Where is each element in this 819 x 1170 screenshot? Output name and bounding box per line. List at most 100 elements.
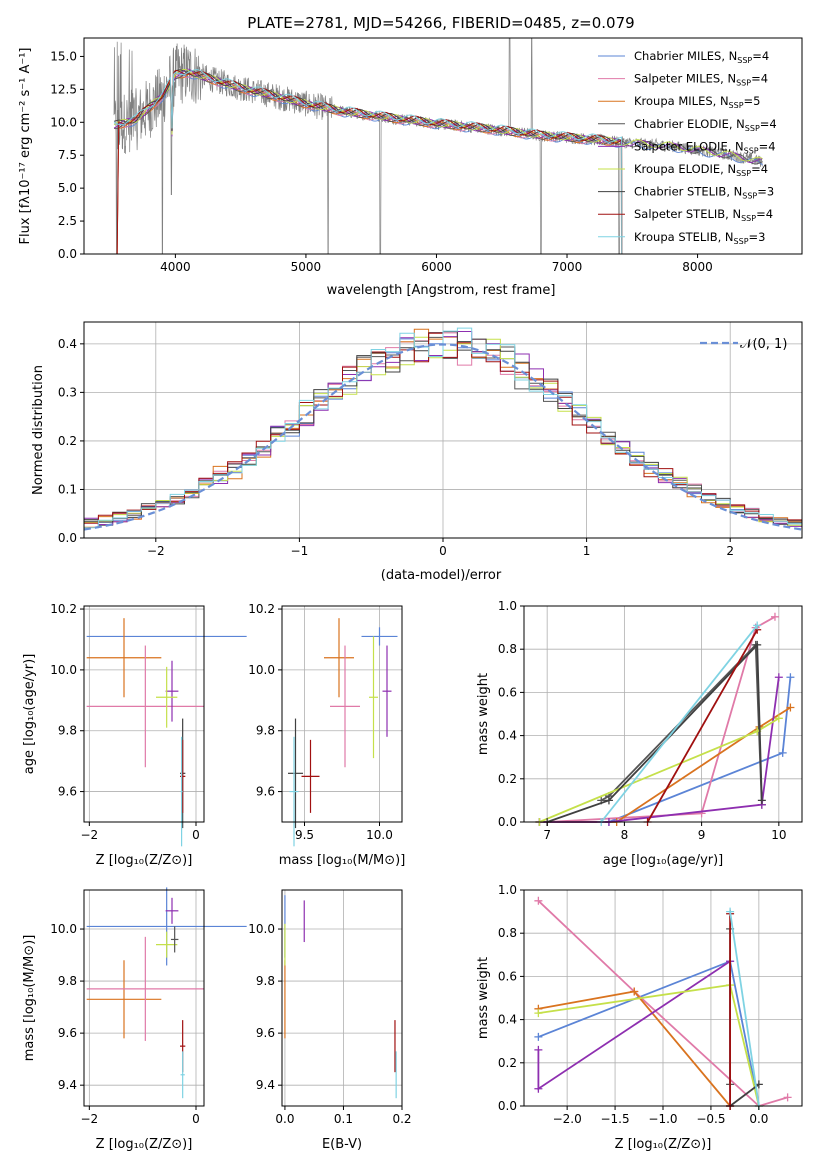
age_vs_mass-frame (281, 605, 403, 823)
spectrum-data-line (113, 38, 763, 254)
weight_vs_Z-line-kroupa_stelib (729, 911, 760, 1107)
age_vs_mass-axes: 9.5 10.0 9.6 9.8 10.0 10.2 (248, 602, 403, 847)
weight_vs_age-marker-chabrier_stelib (604, 796, 613, 805)
spectrum-lines (113, 38, 763, 254)
spectrum-axes: 4000 5000 6000 7000 8000 0.0 2.5 5.0 7.5 10.0 12.5… (50, 37, 803, 274)
age_vs_mass-ytick-label: 9.6 (256, 785, 275, 799)
weight_vs_Z-marker-salpeter_miles (783, 1093, 792, 1102)
mass_vs_ebv-axes: 0.0 0.1 0.2 9.4 9.6 9.8 10.0 (248, 889, 412, 1126)
legend-label-tail: =4 (759, 139, 776, 153)
weight_vs_age-line-kroupa_stelib (600, 624, 758, 823)
legend-label-tail: =3 (749, 230, 766, 244)
legend-label-chabrier_stelib: Chabrier STELIB, NSSP=3 (634, 185, 774, 201)
legend-label-text: Chabrier STELIB, N (634, 185, 742, 199)
spectrum-ytick-label: 12.5 (50, 82, 77, 96)
legend-label-sub: SSP (744, 146, 759, 155)
weight_vs_Z-marker-chabrier_miles (534, 1032, 543, 1041)
spectrum-xtick-label: 7000 (552, 260, 583, 274)
weight_vs_age-line-salpeter_miles (547, 616, 776, 823)
histogram-xtick-label: −1 (291, 544, 309, 558)
histogram-legend-label: 𝒩(0, 1) (740, 337, 787, 352)
histogram-ytick-label: 0.2 (58, 434, 77, 448)
mass_vs_ebv-xtick-label: 0.1 (334, 1112, 353, 1126)
weight_vs_Z-line-chabrier_miles (538, 960, 760, 1107)
weight_vs_age-line-chabrier_stelib (546, 642, 763, 823)
spectrum-ytick-label: 15.0 (50, 49, 77, 63)
weight_vs_age-line-salpeter_stelib (646, 629, 758, 823)
mass_vs_Z-xlabel: Z [log₁₀(Z/Z⊙)] (96, 1137, 193, 1152)
spectrum-xlabel: wavelength [Angstrom, rest frame] (327, 283, 556, 298)
mass_vs_Z-grid (84, 890, 204, 1106)
legend-label-text: Salpeter ELODIE, N (634, 139, 744, 153)
age_vs_mass-ytick-label: 9.8 (256, 724, 275, 738)
weight_vs_age-xtick-label: 8 (621, 828, 629, 842)
mass_vs_ebv-grid (282, 890, 403, 1106)
weight_vs_age-line-chabrier_miles (539, 677, 792, 823)
weight_vs_Z-marker-salpeter_elodie (534, 1084, 543, 1093)
age_vs_Z-ytick-label: 9.6 (58, 785, 77, 799)
age_vs_Z-errorbars (86, 618, 247, 847)
weight_vs_Z-xtick-label: −1.5 (600, 1112, 629, 1126)
weight_vs_age-grid (524, 605, 802, 823)
legend-label-text: Kroupa MILES, N (634, 94, 729, 108)
weight_vs_age-marker-chabrier_stelib (757, 796, 766, 805)
weight_vs_Z-marker-salpeter_miles (534, 896, 543, 905)
mass_vs_Z-frame (83, 889, 205, 1107)
spectrum-xtick-label: 4000 (160, 260, 191, 274)
legend-label-salpeter_elodie: Salpeter ELODIE, NSSP=4 (634, 139, 776, 155)
weight_vs_age-ytick-label: 0.2 (498, 772, 517, 786)
age_vs_mass-errorbars (288, 618, 398, 847)
spectrum-model-line-kroupa_stelib (113, 69, 623, 254)
weight_vs_age-marker-chabrier_miles (786, 673, 795, 682)
histogram-xtick-label: 0 (439, 544, 447, 558)
mass_vs_Z-xtick-label: −2 (80, 1112, 98, 1126)
weight_vs_age-xtick-label: 10 (771, 828, 786, 842)
histogram-steps (84, 327, 802, 531)
age_vs_Z-ytick-label: 10.2 (50, 602, 77, 616)
age_vs_Z-ylabel: age [log₁₀(age/yr)] (22, 654, 37, 775)
mass_vs_Z-ylabel: mass [log₁₀(M/M⊙)] (22, 935, 37, 1062)
weight_vs_age-ytick-label: 0.6 (498, 685, 517, 699)
legend-label-salpeter_miles: Salpeter MILES, NSSP=4 (634, 72, 768, 88)
legend-label-text: Kroupa ELODIE, N (634, 162, 736, 176)
weight_vs_Z-marker-kroupa_miles (630, 987, 639, 996)
weight_vs_Z-xtick-label: −2.0 (553, 1112, 582, 1126)
weight_vs_age-marker-chabrier_stelib (753, 640, 762, 649)
legend-label-text: Chabrier MILES, N (634, 49, 737, 63)
age_vs_Z-ytick-label: 10.0 (50, 663, 77, 677)
spectrum-model-line-kroupa_miles (114, 71, 623, 254)
legend-label-sub: SSP (736, 79, 751, 88)
legend-label-sub: SSP (729, 101, 744, 110)
age_vs_Z-frame (83, 605, 205, 823)
weight_vs_age-marker-salpeter_elodie (774, 673, 783, 682)
legend-label-text: Salpeter MILES, N (634, 72, 736, 86)
histogram-xtick-label: −2 (147, 544, 165, 558)
mass_vs_ebv-xlabel: E(B-V) (322, 1137, 362, 1152)
spectrum-ytick-label: 2.5 (58, 214, 77, 228)
mass_vs_Z-ytick-label: 9.4 (58, 1078, 77, 1092)
age_vs_mass-xtick-label: 9.5 (295, 828, 314, 842)
mass_vs_Z-xtick-label: 0 (192, 1112, 200, 1126)
legend-label-tail: =3 (757, 185, 774, 199)
legend-label-tail: =4 (751, 72, 768, 86)
legend-label-text: Salpeter STELIB, N (634, 207, 741, 221)
age_vs_mass-ytick-label: 10.2 (248, 602, 275, 616)
weight_vs_age-ytick-label: 0.8 (498, 642, 517, 656)
weight_vs_Z-xlabel: Z [log₁₀(Z/Z⊙)] (615, 1137, 712, 1152)
age_vs_mass-ytick-label: 10.0 (248, 663, 275, 677)
weight_vs_Z-ylabel: mass weight (476, 957, 491, 1039)
weight_vs_age-ytick-label: 0.0 (498, 815, 517, 829)
weight_vs_Z-line-chabrier_stelib (729, 1083, 760, 1107)
weight_vs_Z-ytick-label: 0.0 (498, 1099, 517, 1113)
weight_vs_age-ytick-label: 0.4 (498, 729, 517, 743)
weight_vs_Z-ytick-label: 0.6 (498, 969, 517, 983)
spectrum-model-line-salpeter_miles (114, 73, 623, 254)
weight_vs_Z-ytick-label: 1.0 (498, 883, 517, 897)
spectrum-model-line-salpeter_stelib (114, 70, 623, 254)
weight_vs_age-marker-kroupa_stelib (753, 621, 762, 630)
mass_vs_ebv-xtick-label: 0.2 (392, 1112, 411, 1126)
age_vs_Z-xtick-label: 0 (192, 828, 200, 842)
weight_vs_Z-xtick-label: −0.5 (696, 1112, 725, 1126)
spectrum-xtick-label: 8000 (682, 260, 713, 274)
